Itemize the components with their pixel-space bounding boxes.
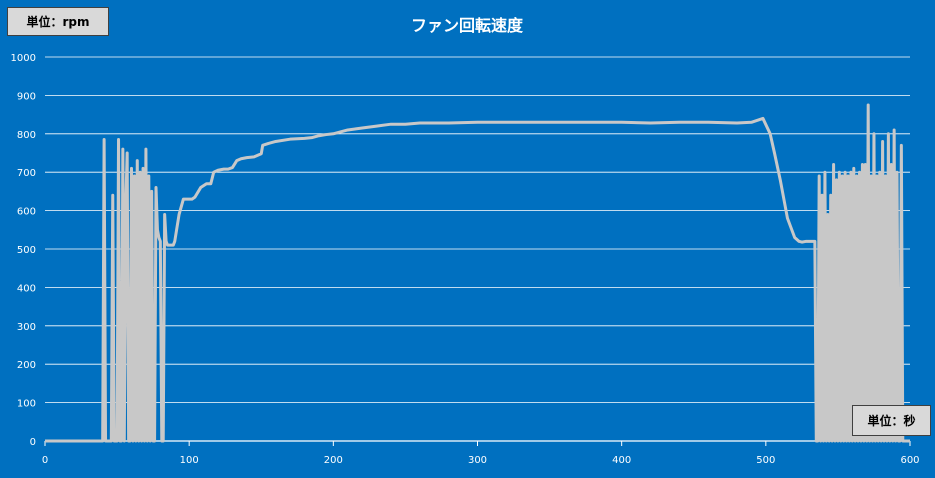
y-tick-label: 700: [17, 168, 36, 179]
y-tick-label: 200: [17, 360, 36, 371]
x-tick-label: 0: [42, 455, 48, 466]
chart-title: ファン回転速度: [411, 16, 524, 35]
x-tick-label: 100: [180, 455, 199, 466]
series-layer: [45, 103, 910, 443]
y-tick-label: 300: [17, 322, 36, 333]
grid-lines: [45, 56, 910, 442]
x-tick-label: 600: [900, 455, 919, 466]
y-tick-label: 900: [17, 91, 36, 102]
y-tick-label: 600: [17, 207, 36, 218]
x-axis: 0 100 200 300 400 500 600: [42, 441, 920, 466]
y-tick-label: 400: [17, 283, 36, 294]
y-tick-label: 800: [17, 130, 36, 141]
x-tick-label: 500: [756, 455, 775, 466]
y-tick-label: 0: [30, 437, 36, 448]
x-unit-label: 単位：秒: [852, 405, 931, 436]
y-axis: 0 100 200 300 400 500 600 700 800 900 1000: [11, 53, 36, 448]
x-tick-label: 200: [324, 455, 343, 466]
y-tick-label: 1000: [11, 53, 36, 64]
y-unit-label: 単位：rpm: [7, 7, 109, 36]
series-line-0: [45, 103, 910, 443]
y-tick-label: 100: [17, 399, 36, 410]
x-tick-label: 300: [468, 455, 487, 466]
x-tick-label: 400: [612, 455, 631, 466]
y-tick-label: 500: [17, 245, 36, 256]
